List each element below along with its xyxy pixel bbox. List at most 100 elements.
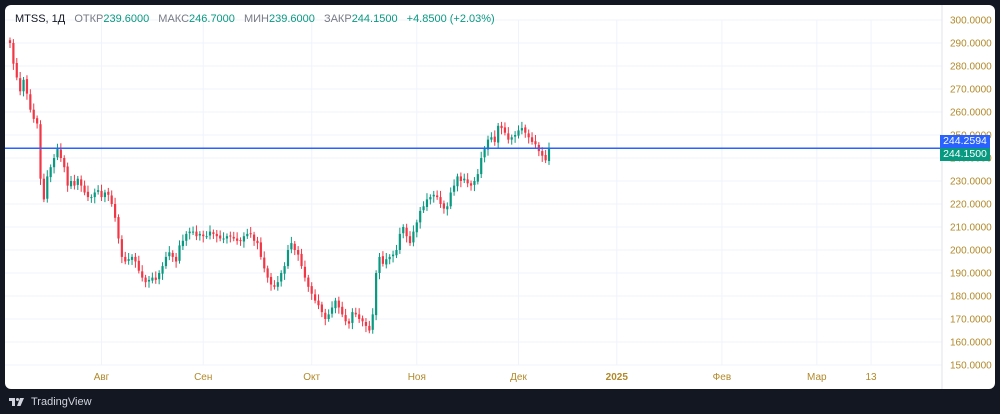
candle-body[interactable] [276, 282, 279, 287]
chart-panel[interactable]: 300.0000 290.0000 280.0000 270.0000 260.0000… [5, 5, 995, 389]
candle-body[interactable] [449, 192, 452, 207]
candle-body[interactable] [283, 266, 286, 274]
candle-body[interactable] [188, 231, 191, 234]
candle-body[interactable] [8, 40, 12, 43]
candle-body[interactable] [544, 155, 547, 161]
candlestick-chart[interactable]: 300.0000 290.0000 280.0000 270.0000 260.0000… [5, 5, 995, 389]
candle-body[interactable] [215, 233, 218, 237]
candle-body[interactable] [490, 137, 493, 140]
candle-body[interactable] [547, 148, 551, 161]
candle-body[interactable] [107, 191, 110, 195]
candle-body[interactable] [25, 79, 29, 94]
candle-body[interactable] [439, 197, 442, 204]
candle-body[interactable] [198, 233, 201, 236]
candle-body[interactable] [32, 109, 35, 119]
candle-body[interactable] [436, 195, 439, 198]
candle-body[interactable] [452, 185, 456, 192]
candle-body[interactable] [141, 271, 144, 278]
candle-body[interactable] [463, 178, 466, 181]
candle-body[interactable] [97, 190, 100, 192]
candle-body[interactable] [381, 256, 384, 264]
candle-body[interactable] [36, 118, 39, 124]
candle-body[interactable] [391, 254, 395, 257]
candle-body[interactable] [236, 238, 239, 241]
candle-body[interactable] [212, 232, 215, 234]
candle-body[interactable] [175, 256, 178, 262]
candle-body[interactable] [63, 158, 66, 168]
candle-body[interactable] [364, 321, 368, 326]
candle-body[interactable] [290, 243, 293, 250]
candle-body[interactable] [151, 277, 154, 281]
candle-body[interactable] [517, 130, 520, 136]
candle-body[interactable] [134, 256, 137, 262]
candle-body[interactable] [158, 273, 161, 280]
candle-body[interactable] [375, 273, 378, 316]
candle-body[interactable] [120, 239, 123, 257]
candle-body[interactable] [66, 166, 69, 186]
candle-body[interactable] [39, 124, 42, 179]
candle-body[interactable] [12, 43, 15, 64]
candle-body[interactable] [124, 256, 127, 262]
candle-body[interactable] [510, 137, 513, 140]
candle-body[interactable] [195, 231, 198, 237]
candle-body[interactable] [46, 176, 49, 199]
candle-body[interactable] [19, 78, 22, 92]
candle-body[interactable] [314, 294, 317, 301]
candle-body[interactable] [113, 204, 117, 218]
candle-body[interactable] [225, 236, 229, 239]
candle-body[interactable] [297, 250, 300, 255]
candle-body[interactable] [168, 252, 171, 257]
candle-body[interactable] [117, 217, 120, 239]
candle-body[interactable] [15, 63, 18, 78]
candle-body[interactable] [249, 233, 252, 235]
candle-body[interactable] [300, 253, 303, 267]
candle-body[interactable] [242, 236, 246, 242]
candle-body[interactable] [127, 259, 130, 261]
candle-body[interactable] [327, 314, 330, 319]
candle-body[interactable] [320, 304, 323, 313]
candle-body[interactable] [351, 312, 354, 323]
candle-body[interactable] [534, 141, 537, 145]
candle-body[interactable] [446, 206, 449, 210]
candle-body[interactable] [246, 233, 249, 237]
candle-body[interactable] [466, 179, 469, 184]
candle-body[interactable] [310, 286, 313, 294]
candle-body[interactable] [22, 79, 25, 92]
candle-body[interactable] [154, 277, 157, 280]
candle-body[interactable] [208, 231, 212, 236]
candle-body[interactable] [185, 233, 188, 241]
candle-body[interactable] [273, 285, 276, 287]
candle-body[interactable] [459, 176, 462, 181]
candle-body[interactable] [222, 238, 225, 240]
candle-body[interactable] [205, 236, 208, 238]
candle-body[interactable] [500, 125, 503, 129]
candle-body[interactable] [483, 148, 486, 158]
candle-body[interactable] [263, 257, 266, 269]
candle-body[interactable] [164, 256, 168, 267]
candle-body[interactable] [202, 234, 205, 237]
candle-body[interactable] [181, 240, 184, 247]
candle-body[interactable] [497, 125, 500, 143]
candle-body[interactable] [361, 318, 364, 322]
candle-body[interactable] [256, 240, 259, 244]
candle-body[interactable] [269, 276, 273, 285]
candle-body[interactable] [425, 199, 429, 207]
candle-body[interactable] [147, 279, 151, 282]
candle-body[interactable] [144, 277, 147, 283]
candle-body[interactable] [442, 203, 446, 209]
candle-body[interactable] [493, 136, 496, 142]
candle-body[interactable] [334, 300, 337, 309]
candle-body[interactable] [219, 235, 222, 239]
candle-body[interactable] [280, 273, 283, 282]
candle-body[interactable] [178, 245, 181, 261]
candle-body[interactable] [49, 167, 52, 178]
candle-body[interactable] [259, 242, 262, 257]
candle-body[interactable] [239, 240, 242, 242]
candle-body[interactable] [324, 312, 327, 319]
candle-body[interactable] [476, 174, 479, 182]
candle-body[interactable] [86, 191, 90, 198]
candle-body[interactable] [171, 252, 174, 257]
candle-body[interactable] [80, 179, 83, 186]
candle-body[interactable] [469, 183, 473, 186]
candle-body[interactable] [103, 192, 107, 198]
